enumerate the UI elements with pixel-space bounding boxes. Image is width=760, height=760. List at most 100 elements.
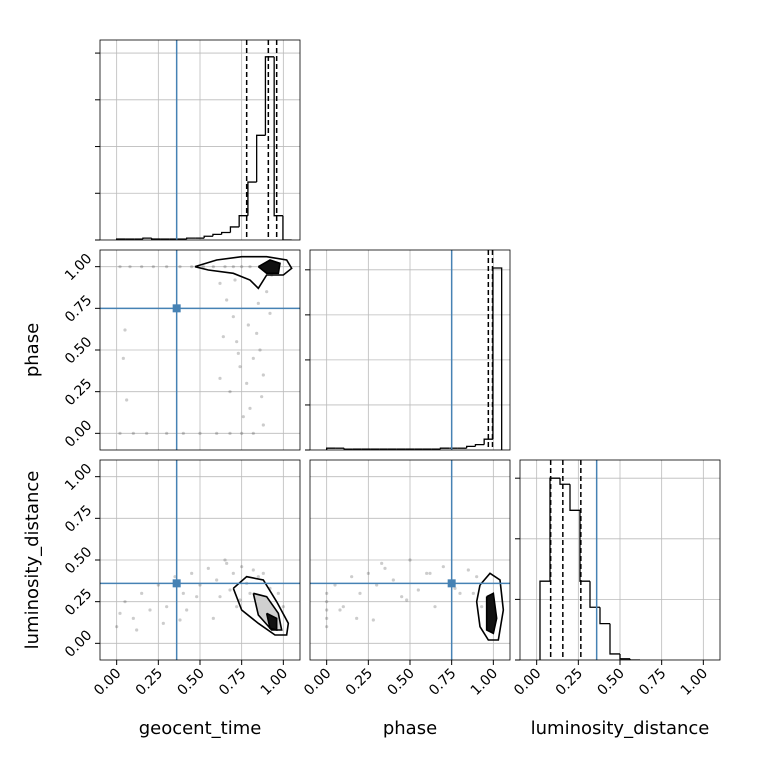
sample-point	[228, 431, 232, 435]
x-tick-label: 0.00	[511, 666, 544, 699]
sample-point	[251, 431, 255, 435]
sample-point	[228, 588, 232, 592]
sample-point	[231, 265, 235, 269]
histogram-step	[229, 226, 240, 233]
sample-point	[123, 600, 127, 604]
sample-point	[218, 595, 222, 599]
sample-point	[325, 608, 329, 612]
histogram-step	[439, 447, 450, 450]
sample-point	[325, 591, 329, 595]
sample-point	[206, 566, 210, 570]
y-axis-label: luminosity_distance	[22, 471, 43, 650]
sample-point	[121, 356, 125, 360]
sample-point	[375, 583, 379, 587]
sample-point	[238, 598, 242, 602]
sample-point	[198, 583, 202, 587]
sample-point	[235, 340, 239, 344]
histogram-step	[466, 445, 476, 449]
sample-point	[181, 431, 185, 435]
sample-point	[201, 265, 205, 269]
histogram-step	[492, 267, 503, 450]
sample-point	[480, 605, 484, 609]
sample-point	[256, 301, 260, 305]
sample-point	[261, 571, 265, 575]
sample-point	[215, 578, 219, 582]
y-tick-label: 0.75	[62, 292, 95, 325]
sample-point	[118, 265, 122, 269]
sample-point	[251, 568, 255, 572]
sample-point	[161, 621, 165, 625]
sample-point	[325, 616, 329, 620]
x-tick-label: 0.50	[174, 666, 207, 699]
histogram-step	[203, 235, 213, 239]
contour	[257, 259, 281, 275]
sample-point	[338, 608, 342, 612]
sample-point	[325, 600, 329, 604]
x-tick-label: 0.50	[384, 666, 417, 699]
sample-point	[453, 586, 457, 590]
sample-point	[131, 431, 135, 435]
sample-point	[140, 591, 144, 595]
contour	[475, 572, 505, 641]
y-tick-label: 0.25	[62, 586, 95, 619]
sample-point	[341, 605, 345, 609]
y-tick-label: 0.00	[62, 627, 95, 660]
sample-point	[145, 431, 149, 435]
x-tick-label: 0.75	[636, 666, 669, 699]
sample-point	[358, 591, 362, 595]
sample-point	[148, 608, 152, 612]
histogram-step	[609, 623, 620, 655]
truth-marker	[447, 579, 456, 588]
histogram-step	[619, 653, 630, 660]
sample-point	[238, 365, 242, 369]
sample-point	[128, 265, 132, 269]
y-tick-label: 0.25	[62, 376, 95, 409]
sample-point	[391, 578, 395, 582]
sample-point	[416, 588, 420, 592]
sample-point	[245, 381, 249, 385]
sample-point	[156, 583, 160, 587]
sample-point	[190, 265, 194, 269]
histogram-step	[326, 447, 336, 450]
sample-point	[240, 431, 244, 435]
y-tick-label: 0.50	[62, 334, 95, 367]
contour	[232, 575, 290, 636]
sample-point	[240, 265, 244, 269]
scatter-panel	[100, 460, 300, 660]
sample-point	[165, 605, 169, 609]
x-tick-label: 0.50	[594, 666, 627, 699]
scatter-panel	[100, 250, 300, 450]
sample-point	[433, 605, 437, 609]
contour	[485, 592, 498, 635]
x-axis-label: geocent_time	[139, 718, 262, 739]
sample-point	[125, 398, 129, 402]
sample-point	[225, 298, 229, 302]
sample-point	[218, 376, 222, 380]
sample-point	[165, 431, 169, 435]
sample-point	[241, 415, 245, 419]
histogram-panel	[520, 460, 720, 660]
sample-point	[383, 566, 387, 570]
histogram-step	[186, 237, 196, 240]
sample-point	[211, 616, 215, 620]
histogram-step	[559, 478, 570, 485]
sample-point	[115, 625, 119, 629]
histogram-step	[589, 581, 600, 608]
sample-point	[261, 373, 265, 377]
sample-point	[355, 616, 359, 620]
histogram-step	[579, 510, 590, 582]
x-tick-label: 0.25	[553, 666, 586, 699]
contour	[265, 612, 278, 632]
y-tick-label: 0.75	[62, 502, 95, 535]
sample-point	[248, 265, 252, 269]
sample-point	[380, 561, 384, 565]
sample-point	[228, 390, 232, 394]
sample-point	[276, 591, 280, 595]
sample-point	[240, 565, 244, 569]
sample-point	[185, 608, 189, 612]
sample-point	[366, 571, 370, 575]
histogram-step	[483, 438, 493, 445]
histogram-step	[221, 231, 231, 235]
sample-point	[246, 323, 250, 327]
sample-point	[173, 575, 177, 579]
